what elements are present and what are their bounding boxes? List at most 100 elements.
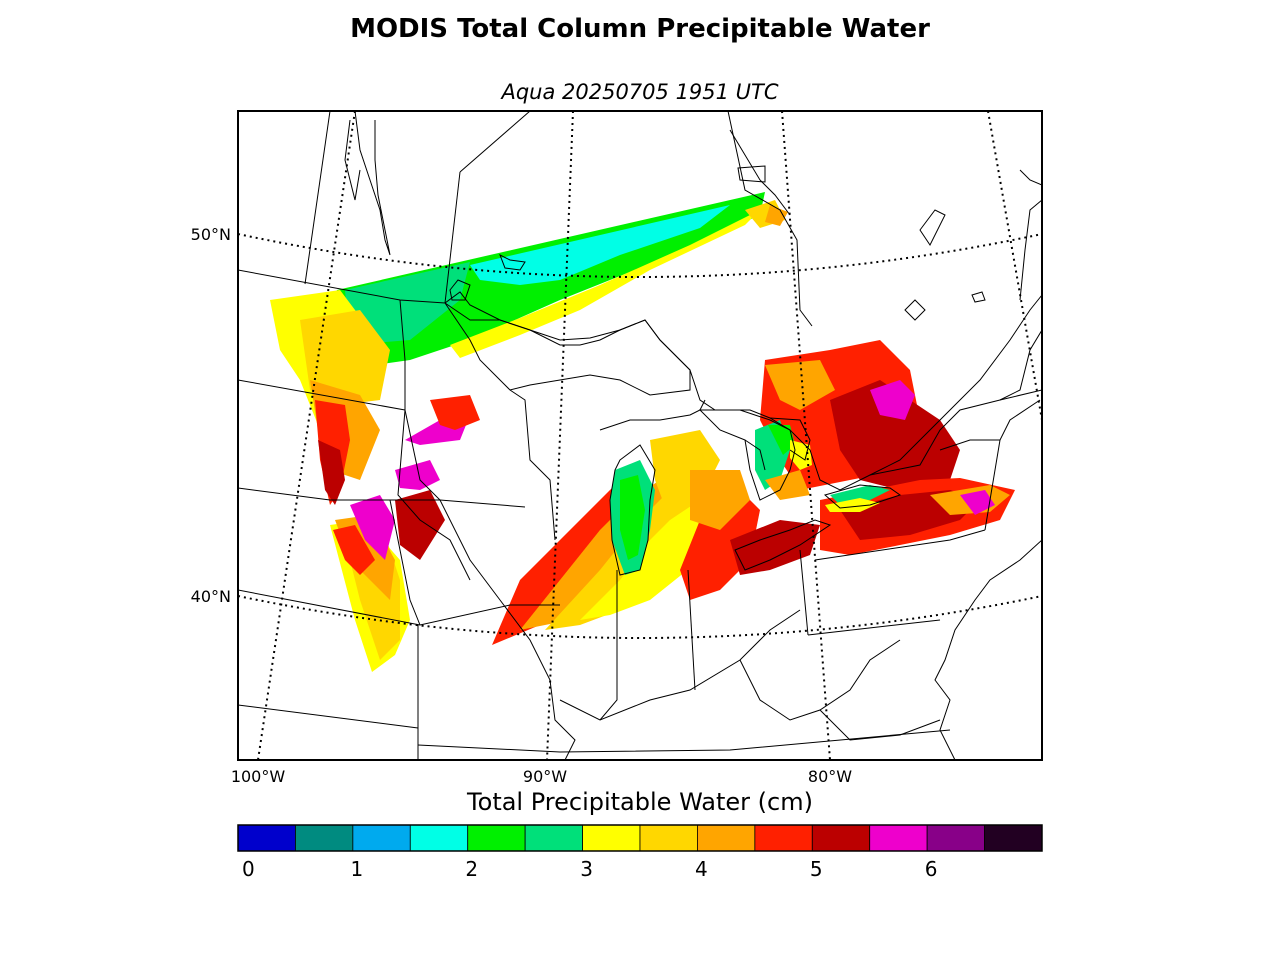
mn-wi-border (397, 299, 471, 581)
colorbar-tick-label: 6 (925, 857, 938, 881)
lake-winnipegosis (344, 119, 361, 201)
colorbar-tick-label: 5 (810, 857, 823, 881)
lat-label-50n: 50°N (191, 225, 231, 244)
saskatchewan-manitoba-border (304, 111, 331, 285)
st-lawrence (869, 294, 1042, 476)
nb-coast (1019, 169, 1042, 186)
new-england-2 (939, 439, 1000, 451)
swath-georgian-orange (765, 470, 810, 500)
chart-title: MODIS Total Column Precipitable Water (350, 14, 930, 44)
colorbar-ticks: 0 1 2 3 4 5 6 (242, 857, 938, 881)
swath-east-michigan-red (680, 490, 760, 600)
ne-ks-border (238, 589, 560, 626)
ontario-quebec-border (727, 111, 813, 327)
lake-michigan (609, 444, 656, 576)
lake-nipigon (499, 253, 526, 271)
colorbar-tick-label: 1 (350, 857, 363, 881)
iowa-border (389, 499, 421, 626)
tn-border (417, 729, 951, 753)
colorbar-segment (639, 824, 698, 852)
james-bay-shore (729, 129, 791, 216)
colorbar-segment (295, 824, 354, 852)
il-in-border (599, 570, 618, 721)
quebec-lake-2 (919, 209, 946, 246)
quebec-lake-3 (971, 291, 986, 303)
swath-west-gold (300, 310, 390, 405)
lake-erie (734, 519, 832, 571)
colorbar-segment (467, 824, 526, 852)
colorbar-segment (811, 824, 871, 852)
swath-west-red-2 (430, 395, 480, 430)
lon-label-100w: 100°W (231, 767, 286, 786)
pa-south-border (807, 619, 941, 636)
nd-sd-border (238, 379, 406, 411)
wi-border (509, 389, 556, 541)
colorbar-segment (237, 824, 296, 852)
lake-st-clair-area (744, 439, 766, 471)
swath-west-darkred-2 (395, 490, 445, 560)
east-coast (934, 539, 1042, 760)
meridian-100w (257, 111, 356, 760)
colorbar-tick-label: 2 (465, 857, 478, 881)
quebec-lake-1 (737, 165, 766, 183)
hudson-bay-shore (459, 111, 531, 173)
graticule (238, 111, 1042, 760)
oh-pa-border (799, 549, 809, 636)
swath-west-magenta-3 (395, 460, 440, 490)
swath-west-darkred (318, 440, 345, 505)
meridian-70w (987, 111, 1042, 421)
swath-north-cyan (470, 205, 730, 285)
colorbar-tick-label: 4 (695, 857, 708, 881)
in-oh-border (687, 569, 696, 691)
lake-ontario (823, 484, 902, 509)
pa-ny-border (814, 529, 986, 561)
swath-lake-ontario-yellow (825, 498, 880, 512)
boundaries (238, 111, 1042, 760)
lake-superior (444, 302, 691, 396)
swath-north-orange (765, 205, 788, 226)
new-england-1 (984, 399, 1041, 531)
swath-ny-magenta (960, 490, 995, 515)
georgian-bay (769, 417, 811, 461)
manitoba-ontario-border (444, 171, 461, 304)
colorbar (237, 824, 1043, 852)
colorbar-title: Total Precipitable Water (cm) (466, 788, 813, 816)
swath-lake-michigan-lime (620, 475, 645, 560)
meridian-90w (546, 111, 574, 760)
ohio-river (559, 609, 801, 721)
colorbar-segment (926, 824, 985, 852)
swath-lake-ontario-green (830, 485, 890, 505)
swath-michigan-orange (690, 470, 750, 530)
swath-michigan-gold (650, 430, 720, 520)
lat-label-40n: 40°N (191, 587, 231, 606)
va-border (819, 709, 941, 741)
colorbar-segment (869, 824, 928, 852)
lon-label-80w: 80°W (808, 767, 852, 786)
tpw-swath (270, 192, 1015, 672)
swath-lake-huron-lime (768, 425, 795, 455)
swath-southwest-red (333, 525, 375, 575)
us-canada-border (238, 269, 1042, 491)
swath-east-michigan-darkred (730, 520, 820, 575)
quebec-lake-4 (904, 299, 926, 321)
swath-west-magenta-2 (350, 495, 395, 560)
meridian-80w (781, 111, 831, 760)
colorbar-tick-label: 3 (580, 857, 593, 881)
colorbar-segment (352, 824, 411, 852)
lon-label-90w: 90°W (523, 767, 567, 786)
colorbar-segment (524, 824, 583, 852)
colorbar-segment (984, 824, 1043, 852)
quebec-border (999, 329, 1042, 401)
map-frame (237, 110, 1043, 761)
swath-north-mint (345, 262, 470, 345)
colorbar-segment (697, 824, 756, 852)
mississippi-river (404, 409, 576, 760)
colorbar-tick-label: 0 (242, 857, 255, 881)
colorbar-segment (409, 824, 469, 852)
colorbar-outline (237, 824, 1043, 852)
colorbar-segment (754, 824, 813, 852)
lake-winnipeg (354, 111, 391, 256)
colorbar-segment (582, 824, 641, 852)
nb-border (1019, 199, 1042, 301)
